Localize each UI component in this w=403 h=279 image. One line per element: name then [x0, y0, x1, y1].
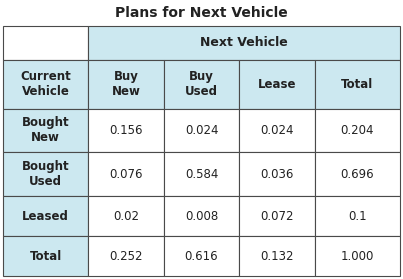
Text: 1.000: 1.000 [341, 249, 374, 263]
Text: 0.252: 0.252 [109, 249, 143, 263]
Bar [315, 196, 400, 236]
Bar [315, 60, 400, 109]
Bar [239, 196, 315, 236]
Text: Next Vehicle: Next Vehicle [200, 36, 288, 49]
Text: Buy
New: Buy New [112, 70, 141, 98]
Bar [315, 236, 400, 276]
Text: 0.204: 0.204 [341, 124, 374, 137]
Bar [239, 152, 315, 196]
Text: Bought
New: Bought New [22, 116, 69, 144]
Bar [164, 196, 239, 236]
Bar [3, 26, 88, 60]
Text: 0.132: 0.132 [260, 249, 294, 263]
Text: Total: Total [341, 78, 374, 91]
Bar [88, 196, 164, 236]
Text: 0.584: 0.584 [185, 168, 218, 181]
Text: Bought
Used: Bought Used [22, 160, 69, 188]
Bar [88, 109, 164, 152]
Text: 0.156: 0.156 [109, 124, 143, 137]
Text: 0.1: 0.1 [348, 210, 367, 222]
Text: 0.024: 0.024 [185, 124, 218, 137]
Bar [3, 236, 88, 276]
Bar [3, 196, 88, 236]
Bar [3, 109, 88, 152]
Text: 0.008: 0.008 [185, 210, 218, 222]
Bar [164, 60, 239, 109]
Text: Buy
Used: Buy Used [185, 70, 218, 98]
Text: 0.036: 0.036 [260, 168, 294, 181]
Text: 0.696: 0.696 [341, 168, 374, 181]
Bar [239, 109, 315, 152]
Bar [88, 152, 164, 196]
Text: 0.076: 0.076 [109, 168, 143, 181]
Bar [88, 26, 400, 60]
Text: Leased: Leased [22, 210, 69, 222]
Bar [88, 60, 164, 109]
Bar [3, 152, 88, 196]
Bar [315, 152, 400, 196]
Text: Total: Total [29, 249, 62, 263]
Bar [164, 236, 239, 276]
Text: 0.072: 0.072 [260, 210, 294, 222]
Text: 0.616: 0.616 [185, 249, 218, 263]
Bar [315, 109, 400, 152]
Bar [88, 236, 164, 276]
Text: Lease: Lease [258, 78, 296, 91]
Text: Plans for Next Vehicle: Plans for Next Vehicle [114, 6, 287, 20]
Bar [164, 109, 239, 152]
Text: 0.02: 0.02 [113, 210, 139, 222]
Bar [164, 152, 239, 196]
Bar [239, 236, 315, 276]
Bar [3, 60, 88, 109]
Text: 0.024: 0.024 [260, 124, 294, 137]
Bar [239, 60, 315, 109]
Text: Current
Vehicle: Current Vehicle [20, 70, 71, 98]
